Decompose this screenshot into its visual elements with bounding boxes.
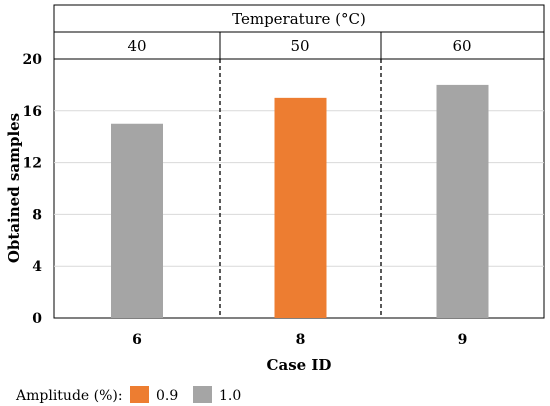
legend-title: Amplitude (%): — [15, 388, 123, 404]
x-tick-labels: 6 8 9 — [132, 332, 467, 348]
y-tick-label: 20 — [23, 52, 43, 68]
legend: Amplitude (%): 0.9 1.0 — [15, 386, 241, 404]
legend-swatch-1-0 — [193, 386, 212, 403]
legend-swatch-0-9 — [130, 386, 149, 403]
temperature-header: Temperature (°C) 40 50 60 — [53, 4, 545, 60]
header-group-60: 60 — [452, 37, 471, 55]
bar-case-9 — [436, 84, 489, 319]
header-group-50: 50 — [290, 37, 309, 55]
y-tick-label: 4 — [32, 259, 42, 275]
y-tick-label: 0 — [32, 311, 42, 327]
legend-label-1-0: 1.0 — [219, 388, 241, 404]
legend-label-0-9: 0.9 — [156, 388, 178, 404]
x-axis-title: Case ID — [267, 356, 332, 374]
x-tick-label: 6 — [132, 332, 142, 348]
x-tick-label: 8 — [296, 332, 306, 348]
header-group-40: 40 — [127, 37, 146, 55]
bar-case-8 — [274, 97, 327, 318]
y-tick-label: 8 — [32, 207, 42, 223]
x-tick-label: 9 — [458, 332, 468, 348]
y-tick-label: 16 — [23, 104, 42, 120]
y-axis-title: Obtained samples — [5, 113, 23, 263]
bar-case-6 — [111, 123, 163, 318]
y-tick-label: 12 — [23, 156, 42, 172]
header-title: Temperature (°C) — [232, 10, 366, 28]
y-tick-labels: 0 4 8 12 16 20 — [23, 52, 43, 327]
bars — [111, 84, 489, 319]
